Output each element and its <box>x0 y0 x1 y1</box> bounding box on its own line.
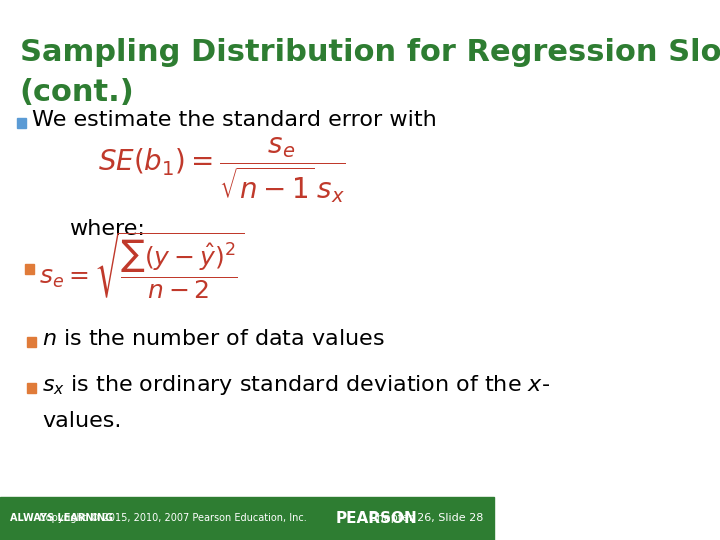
FancyBboxPatch shape <box>27 337 36 347</box>
FancyBboxPatch shape <box>17 118 26 128</box>
FancyBboxPatch shape <box>27 383 36 393</box>
Text: (cont.): (cont.) <box>19 78 135 107</box>
Text: $SE(b_1) = \dfrac{s_e}{\sqrt{n-1}\,s_x}$: $SE(b_1) = \dfrac{s_e}{\sqrt{n-1}\,s_x}$ <box>99 135 346 205</box>
Text: Chapter 26, Slide 28: Chapter 26, Slide 28 <box>369 514 484 523</box>
Text: $s_e = \sqrt{\dfrac{\sum(y - \hat{y})^2}{n-2}}$: $s_e = \sqrt{\dfrac{\sum(y - \hat{y})^2}… <box>40 231 245 301</box>
Text: Copyright © 2015, 2010, 2007 Pearson Education, Inc.: Copyright © 2015, 2010, 2007 Pearson Edu… <box>39 514 307 523</box>
FancyBboxPatch shape <box>24 264 34 274</box>
FancyBboxPatch shape <box>0 497 493 540</box>
Text: PEARSON: PEARSON <box>336 511 418 526</box>
Text: where:: where: <box>69 219 145 239</box>
Text: $s_x$ is the ordinary standard deviation of the $x$-: $s_x$ is the ordinary standard deviation… <box>42 373 550 397</box>
Text: ALWAYS LEARNING: ALWAYS LEARNING <box>10 514 113 523</box>
Text: $n$ is the number of data values: $n$ is the number of data values <box>42 329 384 349</box>
Text: values.: values. <box>42 411 122 431</box>
Text: We estimate the standard error with: We estimate the standard error with <box>32 110 437 131</box>
Text: Sampling Distribution for Regression Slopes: Sampling Distribution for Regression Slo… <box>19 38 720 67</box>
